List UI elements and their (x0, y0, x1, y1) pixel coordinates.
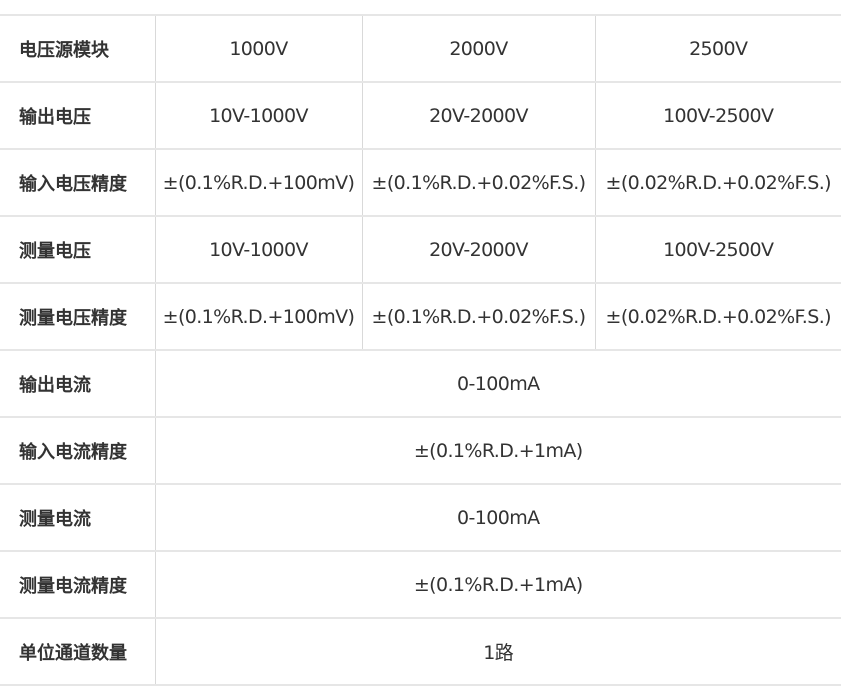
table-row: 测量电压 10V-1000V 20V-2000V 100V-2500V (0, 215, 841, 284)
row-label: 输出电压 (0, 81, 155, 150)
table-row: 电压源模块 1000V 2000V 2500V (0, 14, 841, 83)
table-row: 输入电压精度 ±(0.1%R.D.+100mV) ±(0.1%R.D.+0.02%F… (0, 148, 841, 217)
table-cell: ±(0.1%R.D.+0.02%F.S.) (361, 282, 595, 351)
row-label: 测量电压 (0, 215, 155, 284)
row-label: 输入电压精度 (0, 148, 155, 217)
table-cell: ±(0.1%R.D.+100mV) (154, 282, 362, 351)
row-label: 单位通道数量 (0, 617, 155, 686)
table-cell: ±(0.02%R.D.+0.02%F.S.) (594, 282, 841, 351)
table-row: 输入电流精度 ±(0.1%R.D.+1mA) (0, 416, 841, 485)
table-cell: 2500V (594, 14, 841, 83)
table-cell: 10V-1000V (154, 81, 362, 150)
row-label: 电压源模块 (0, 14, 155, 83)
table-row: 单位通道数量 1路 (0, 617, 841, 686)
table-cell: ±(0.1%R.D.+1mA) (154, 416, 841, 485)
table-cell: 20V-2000V (361, 81, 595, 150)
spec-table: 电压源模块 1000V 2000V 2500V 输出电压 10V-1000V 20V-200… (0, 14, 841, 686)
table-cell: ±(0.02%R.D.+0.02%F.S.) (594, 148, 841, 217)
table-cell: 1000V (154, 14, 362, 83)
table-cell: ±(0.1%R.D.+1mA) (154, 550, 841, 619)
table-cell: 100V-2500V (594, 215, 841, 284)
table-cell: ±(0.1%R.D.+100mV) (154, 148, 362, 217)
row-label: 测量电流精度 (0, 550, 155, 619)
table-cell: ±(0.1%R.D.+0.02%F.S.) (361, 148, 595, 217)
table-cell: 0-100mA (154, 349, 841, 418)
table-cell: 10V-1000V (154, 215, 362, 284)
row-label: 测量电流 (0, 483, 155, 552)
table-row: 测量电压精度 ±(0.1%R.D.+100mV) ±(0.1%R.D.+0.02%F… (0, 282, 841, 351)
table-row: 输出电压 10V-1000V 20V-2000V 100V-2500V (0, 81, 841, 150)
row-label: 输入电流精度 (0, 416, 155, 485)
table-cell: 2000V (361, 14, 595, 83)
table-row: 测量电流 0-100mA (0, 483, 841, 552)
table-cell: 1路 (154, 617, 841, 686)
table-cell: 20V-2000V (361, 215, 595, 284)
table-cell: 100V-2500V (594, 81, 841, 150)
row-label: 测量电压精度 (0, 282, 155, 351)
table-row: 测量电流精度 ±(0.1%R.D.+1mA) (0, 550, 841, 619)
table-row: 输出电流 0-100mA (0, 349, 841, 418)
row-label: 输出电流 (0, 349, 155, 418)
table-cell: 0-100mA (154, 483, 841, 552)
